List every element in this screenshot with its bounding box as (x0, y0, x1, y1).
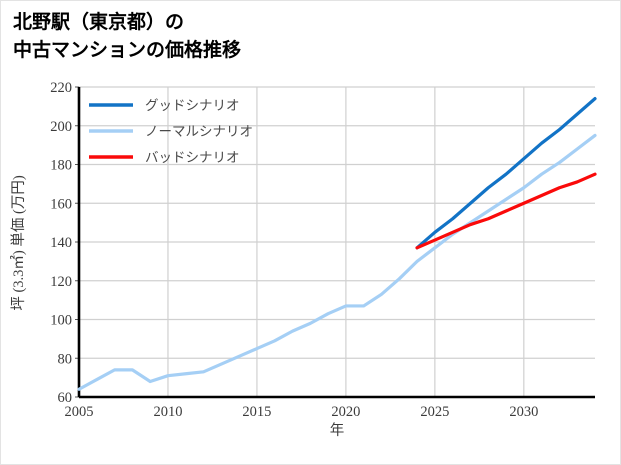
y-tick-label: 160 (50, 196, 72, 212)
x-tick-label: 2025 (420, 404, 449, 420)
y-tick-label: 120 (50, 274, 72, 290)
legend-label: グッドシナリオ (145, 98, 240, 113)
series-line (415, 97, 597, 250)
y-tick-labels: 60 80 100 120 140 160 180 200 220 (50, 80, 79, 406)
y-tick-label: 140 (50, 235, 72, 251)
x-tick-label: 2030 (509, 404, 538, 420)
page-title: 北野駅（東京都）の 中古マンションの価格推移 (13, 12, 242, 61)
legend-label: バッドシナリオ (145, 150, 240, 165)
y-tick-label: 80 (58, 351, 73, 367)
y-tick-label: 180 (50, 158, 72, 174)
series-line (77, 133, 597, 391)
y-tick-label: 100 (50, 313, 72, 329)
y-tick-label: 200 (50, 119, 72, 135)
x-tick-label: 2015 (242, 404, 271, 420)
series-line (415, 172, 597, 250)
y-tick-label: 220 (50, 80, 72, 96)
data-series-lines (77, 97, 597, 391)
axis-spines (77, 87, 595, 399)
x-tick-label: 2020 (331, 404, 360, 420)
x-tick-label: 2005 (65, 404, 94, 420)
legend-label: ノーマルシナリオ (145, 124, 253, 139)
x-tick-labels: 2005 2010 2015 2020 2025 2030 (65, 404, 539, 420)
x-axis-title: 年 (330, 422, 345, 439)
x-tick-label: 2010 (153, 404, 182, 420)
y-tick-label: 60 (58, 390, 73, 406)
y-axis-title: 坪 (3.3㎡) 単価 (万円) (10, 175, 27, 310)
